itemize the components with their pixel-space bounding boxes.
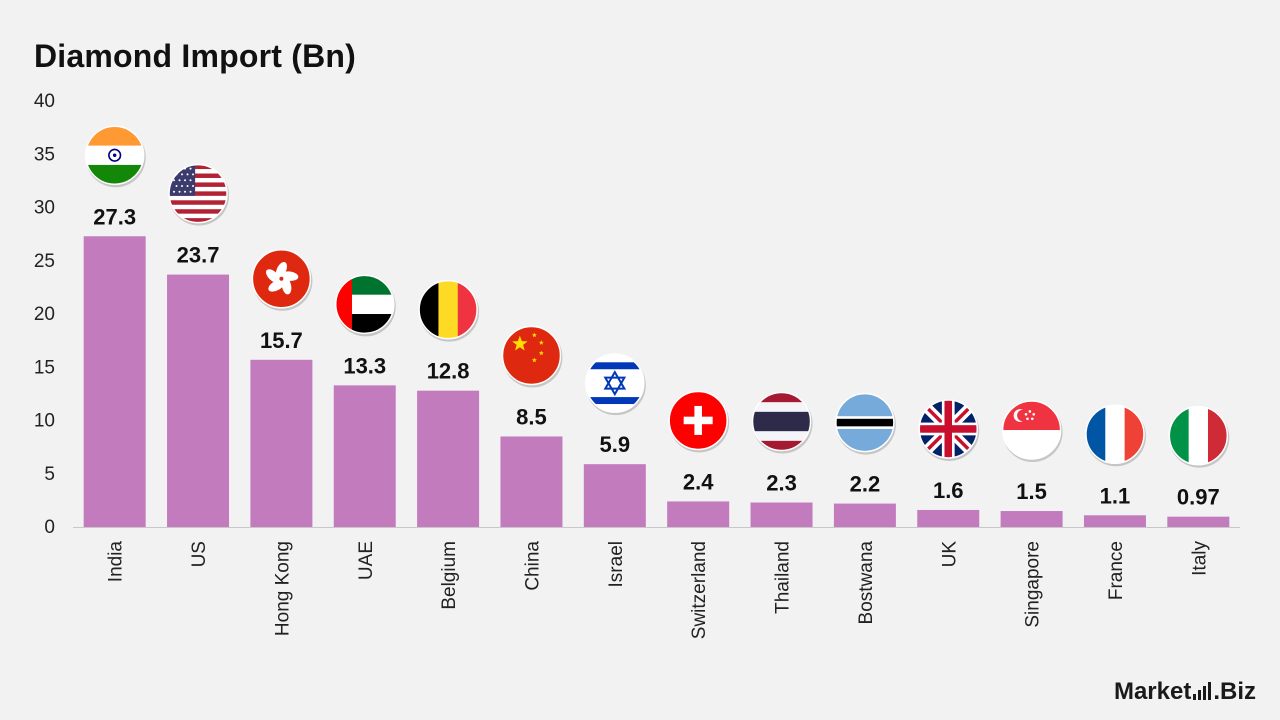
israel-flag bbox=[585, 354, 644, 413]
data-label: 2.4 bbox=[683, 469, 714, 494]
y-tick-label: 35 bbox=[34, 144, 55, 165]
data-label: 1.6 bbox=[933, 478, 964, 503]
x-tick-label: Bostwana bbox=[856, 541, 877, 625]
bar bbox=[667, 501, 730, 527]
data-label: 1.1 bbox=[1100, 483, 1131, 508]
signal-bars-icon bbox=[1193, 682, 1212, 700]
us-flag bbox=[169, 164, 228, 223]
bar-group: 13.3 bbox=[333, 274, 396, 527]
bar-group: 1.6 bbox=[917, 399, 980, 527]
x-tick-label: Belgium bbox=[439, 541, 460, 610]
uk-flag bbox=[919, 399, 978, 458]
data-label: 1.5 bbox=[1016, 479, 1047, 504]
y-tick-label: 25 bbox=[34, 251, 55, 272]
x-tick-label: France bbox=[1106, 541, 1127, 600]
x-tick-label: US bbox=[189, 541, 210, 567]
bar bbox=[750, 502, 813, 527]
x-tick-label: UAE bbox=[356, 541, 377, 580]
y-tick-label: 0 bbox=[44, 517, 55, 538]
india-flag bbox=[85, 126, 144, 185]
bar-group: 12.8 bbox=[417, 279, 480, 527]
brand-name-part1: Market bbox=[1113, 678, 1192, 705]
switzerland-flag bbox=[669, 391, 728, 450]
bar bbox=[167, 274, 230, 527]
bar-group: 2.3 bbox=[750, 391, 813, 527]
data-label: 2.2 bbox=[850, 472, 881, 497]
bar bbox=[1167, 516, 1230, 527]
bar-group: 8.5 bbox=[500, 325, 563, 527]
y-tick-label: 15 bbox=[34, 357, 55, 378]
bar-group: 15.7 bbox=[250, 249, 313, 527]
italy-flag bbox=[1169, 406, 1228, 465]
botswana-flag bbox=[835, 393, 894, 452]
brand-logo: Market .Biz bbox=[1114, 678, 1256, 706]
bar-group: 2.4 bbox=[667, 390, 730, 527]
bar bbox=[833, 503, 896, 527]
data-label: 13.3 bbox=[343, 353, 386, 378]
x-tick-label: Israel bbox=[606, 541, 627, 587]
bar-group: 1.1 bbox=[1083, 404, 1146, 527]
data-label: 15.7 bbox=[260, 328, 303, 353]
bar bbox=[83, 236, 146, 527]
chart-title: Diamond Import (Bn) bbox=[34, 38, 356, 74]
data-label: 27.3 bbox=[93, 204, 136, 229]
bar bbox=[1083, 515, 1146, 527]
x-tick-label: Hong Kong bbox=[272, 541, 293, 636]
y-tick-label: 40 bbox=[34, 91, 55, 112]
y-tick-label: 10 bbox=[34, 411, 55, 432]
france-flag bbox=[1085, 405, 1144, 464]
bar-group: 2.2 bbox=[833, 392, 896, 527]
data-label: 8.5 bbox=[516, 404, 547, 429]
x-tick-label: Switzerland bbox=[689, 541, 710, 639]
y-tick-label: 20 bbox=[34, 304, 55, 325]
x-tick-label: Italy bbox=[1189, 541, 1210, 576]
thailand-flag bbox=[752, 392, 811, 451]
x-tick-label: India bbox=[106, 541, 127, 583]
x-tick-label: UK bbox=[939, 541, 960, 568]
bar bbox=[250, 359, 313, 527]
x-tick-label: Thailand bbox=[773, 541, 794, 614]
data-label: 5.9 bbox=[600, 432, 631, 457]
data-label: 0.97 bbox=[1177, 485, 1220, 510]
x-tick-label: China bbox=[522, 541, 543, 591]
bar bbox=[333, 385, 396, 527]
belgium-flag bbox=[419, 280, 478, 339]
bar-group: 27.3 bbox=[83, 125, 146, 527]
bar-group: 5.9 bbox=[583, 353, 646, 527]
x-tick-label: Singapore bbox=[1023, 541, 1044, 628]
data-label: 2.3 bbox=[766, 471, 797, 496]
bar-group: 1.5 bbox=[1000, 400, 1063, 527]
data-label: 12.8 bbox=[427, 359, 470, 384]
bar-group: 23.7 bbox=[167, 163, 230, 527]
y-tick-label: 30 bbox=[34, 198, 55, 219]
hong-kong-flag bbox=[252, 249, 311, 308]
bar bbox=[1000, 511, 1063, 527]
data-label: 23.7 bbox=[177, 243, 220, 268]
china-flag bbox=[502, 326, 561, 385]
singapore-flag bbox=[1002, 401, 1061, 460]
bar-group: 0.97 bbox=[1167, 405, 1230, 527]
bar bbox=[417, 390, 480, 527]
brand-name-part2: .Biz bbox=[1213, 678, 1256, 705]
bar bbox=[917, 509, 980, 527]
y-tick-label: 5 bbox=[44, 464, 55, 485]
bar bbox=[500, 436, 563, 527]
bar bbox=[583, 464, 646, 527]
